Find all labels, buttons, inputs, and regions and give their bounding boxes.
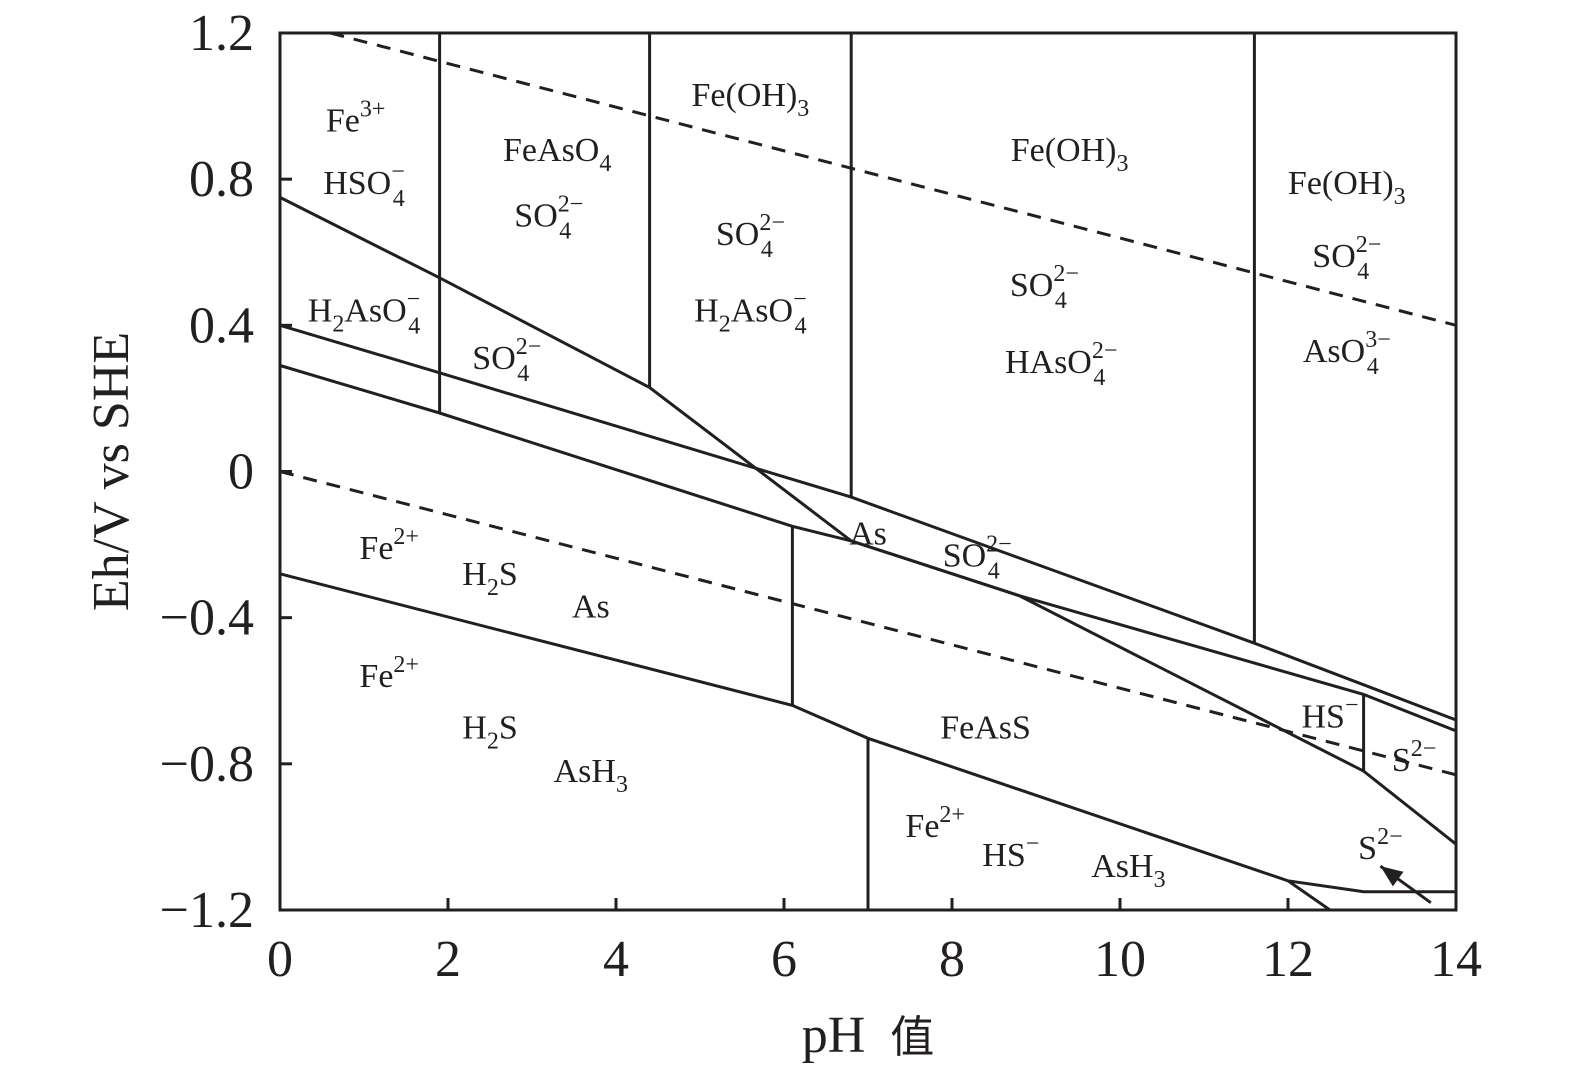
region-label-24: Fe2+	[905, 802, 965, 845]
x-tick-label: 12	[1262, 931, 1314, 988]
region-label-10: Fe(OH)3	[1288, 165, 1406, 210]
region-label-12: AsO3− 4	[1303, 327, 1391, 380]
region-label-21: H2S	[462, 709, 517, 754]
y-tick-label: 0.8	[189, 151, 254, 208]
y-tick-label: 0.4	[189, 297, 254, 354]
x-tick-label: 2	[435, 931, 461, 988]
x-axis-title: pH 值	[802, 1007, 935, 1064]
region-label-23: FeAsS	[940, 709, 1031, 746]
arrow-head	[1380, 866, 1404, 887]
region-label-6: H2AsO− 4	[694, 287, 806, 340]
region-label-16: SO2− 4	[943, 532, 1012, 585]
x-tick-label: 6	[771, 931, 797, 988]
region-label-4: Fe(OH)3	[692, 77, 810, 122]
region-label-15: As	[849, 516, 887, 553]
x-tick-label: 0	[267, 931, 293, 988]
x-axis-title-main: pH	[802, 1007, 866, 1064]
x-axis-title-cjk: 值	[890, 1012, 934, 1063]
region-label-1: HSO− 4	[323, 159, 405, 212]
water-stability-lines	[279, 31, 1457, 777]
region-label-3: SO2− 4	[514, 192, 583, 245]
y-tick-label: 1.2	[189, 5, 254, 62]
x-tick-label: 4	[603, 931, 629, 988]
region-label-27: HS−	[1301, 692, 1358, 735]
boundary-line-6	[1287, 879, 1331, 912]
x-tick-label: 10	[1094, 931, 1146, 988]
boundary-line-5	[279, 572, 1456, 894]
region-label-5: SO2− 4	[716, 210, 785, 263]
y-tick-label: 0	[228, 444, 254, 501]
y-tick-label: −0.4	[160, 590, 254, 647]
region-label-25: HS−	[982, 831, 1039, 874]
x-axis-ticks: 0 2 4 6 8 10 12 14	[267, 898, 1482, 988]
region-label-18: H2S	[462, 556, 517, 601]
y-axis-title: Eh/V vs SHE	[83, 332, 140, 611]
region-label-2: FeAsO4	[503, 132, 611, 177]
y-tick-label: −0.8	[160, 736, 254, 793]
x-tick-label: 14	[1430, 931, 1482, 988]
region-label-29: S2−	[1358, 824, 1402, 867]
region-label-14: SO2− 4	[472, 334, 541, 387]
y-tick-label: −1.2	[160, 882, 254, 939]
y-axis-ticks: 1.2 0.8 0.4 0 −0.4 −0.8 −1.2	[160, 5, 292, 939]
region-label-20: Fe2+	[359, 652, 419, 695]
region-label-26: AsH3	[1091, 848, 1165, 893]
pointer-arrow	[1379, 864, 1432, 904]
region-label-11: SO2− 4	[1312, 232, 1381, 285]
region-label-28: S2−	[1392, 736, 1436, 779]
region-label-7: Fe(OH)3	[1011, 132, 1129, 177]
region-label-17: Fe2+	[359, 524, 419, 567]
x-tick-label: 8	[939, 931, 965, 988]
region-label-13: H2AsO− 4	[308, 287, 420, 340]
species-boundaries	[279, 33, 1457, 912]
region-label-22: AsH3	[554, 753, 628, 798]
region-label-8: SO2− 4	[1010, 261, 1079, 314]
region-label-0: Fe3+	[326, 97, 386, 140]
region-labels: Fe3+ HSO− 4 FeAsO4 SO2− 4 Fe(OH)3 SO2− 4 H2AsO− 4 F…	[308, 77, 1436, 893]
region-label-19: As	[572, 589, 610, 626]
water-line-1	[279, 470, 1457, 777]
region-label-9: HAsO2− 4	[1005, 338, 1117, 391]
water-line-0	[330, 31, 1457, 327]
